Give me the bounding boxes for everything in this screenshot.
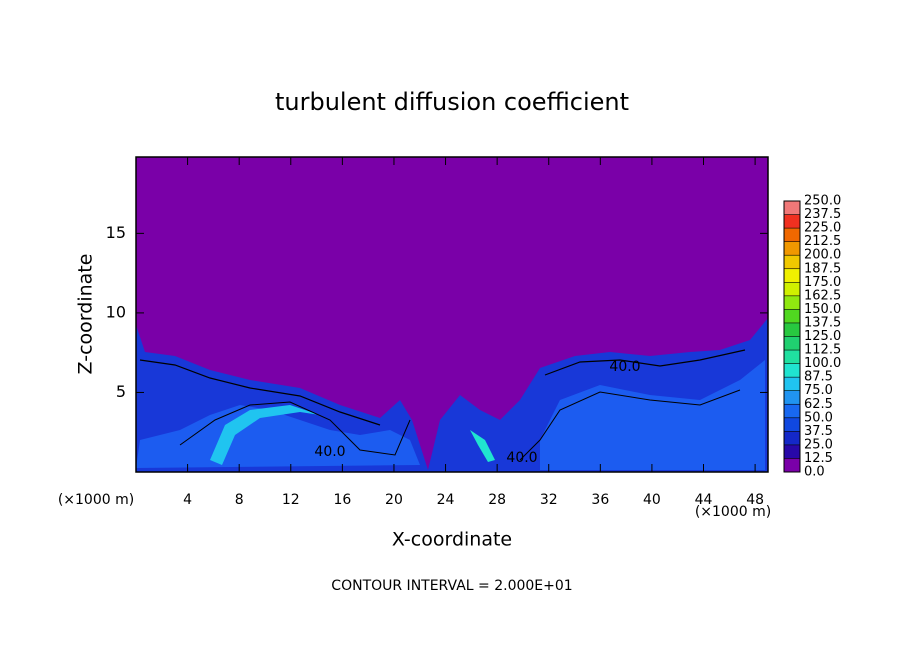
colorbar-label: 187.5 bbox=[804, 261, 841, 276]
colorbar-bin bbox=[784, 201, 800, 215]
colorbar-bin bbox=[784, 458, 800, 472]
colorbar-bin bbox=[784, 431, 800, 445]
colorbar-bin bbox=[784, 350, 800, 364]
colorbar-bin bbox=[784, 377, 800, 391]
x-tick-label: 28 bbox=[488, 492, 506, 508]
colorbar-label: 37.5 bbox=[804, 424, 833, 439]
colorbar-bin bbox=[784, 444, 800, 459]
colorbar-label: 12.5 bbox=[804, 451, 833, 466]
colorbar-label: 250.0 bbox=[804, 194, 841, 209]
x-tick-label: 32 bbox=[540, 492, 558, 508]
colorbar-label: 237.5 bbox=[804, 207, 841, 222]
colorbar-bin bbox=[784, 282, 800, 296]
colorbar-bin bbox=[784, 309, 800, 323]
colorbar-bin bbox=[784, 417, 800, 432]
x-axis-label: X-coordinate bbox=[392, 529, 512, 551]
colorbar-bin bbox=[784, 295, 800, 310]
field bbox=[136, 157, 768, 472]
x-tick-label: 4 bbox=[183, 492, 192, 508]
colorbar-label: 112.5 bbox=[804, 343, 841, 358]
y-axis-label: Z-coordinate bbox=[75, 254, 97, 375]
x-tick-label: 40 bbox=[643, 492, 661, 508]
colorbar-label: 0.0 bbox=[804, 465, 825, 480]
x-tick-label: 44 bbox=[695, 492, 713, 508]
colorbar-label: 75.0 bbox=[804, 383, 833, 398]
y-tick-label: 10 bbox=[106, 302, 126, 321]
x-tick-label: 20 bbox=[385, 492, 403, 508]
colorbar-bin bbox=[784, 268, 800, 283]
field-region bbox=[136, 405, 420, 468]
x-tick-label: 36 bbox=[591, 492, 609, 508]
colorbar-label: 200.0 bbox=[804, 248, 841, 263]
x-tick-label: 8 bbox=[235, 492, 244, 508]
colorbar-bin bbox=[784, 336, 800, 351]
y-tick-label: 5 bbox=[116, 382, 126, 401]
x-unit-label: (×1000 m) bbox=[58, 492, 134, 508]
contour-line bbox=[139, 349, 746, 426]
footer-note: CONTOUR INTERVAL = 2.000E+01 bbox=[331, 578, 572, 594]
field-region bbox=[470, 430, 495, 462]
contour-label: 40.0 bbox=[314, 444, 345, 460]
colorbar-label: 225.0 bbox=[804, 221, 841, 236]
field-region bbox=[540, 360, 765, 470]
colorbar-label: 100.0 bbox=[804, 356, 841, 371]
colorbar-label: 62.5 bbox=[804, 397, 833, 412]
colorbar-bin bbox=[784, 228, 800, 242]
contour-label: 40.0 bbox=[506, 450, 537, 466]
x-unit-label: (×1000 m) bbox=[695, 504, 771, 520]
colorbar-bin bbox=[784, 404, 800, 418]
colorbar-label: 150.0 bbox=[804, 302, 841, 317]
y-tick-label: 15 bbox=[106, 223, 126, 242]
plot-frame bbox=[135, 156, 769, 473]
colorbar-bin bbox=[784, 214, 800, 229]
colorbar-label: 87.5 bbox=[804, 370, 833, 385]
x-tick-label: 24 bbox=[437, 492, 455, 508]
colorbar-label: 175.0 bbox=[804, 275, 841, 290]
colorbar-label: 162.5 bbox=[804, 288, 841, 303]
x-tick-label: 48 bbox=[746, 492, 764, 508]
field-region bbox=[210, 405, 320, 465]
colorbar-label: 125.0 bbox=[804, 329, 841, 344]
colorbar-bin bbox=[784, 390, 800, 405]
contour-line bbox=[179, 389, 741, 461]
x-tick-label: 12 bbox=[282, 492, 300, 508]
colorbar-label: 212.5 bbox=[804, 234, 841, 249]
colorbar-bin bbox=[784, 363, 800, 378]
colorbar-bin bbox=[784, 241, 800, 256]
colorbar-label: 25.0 bbox=[804, 437, 833, 452]
colorbar-bin bbox=[784, 322, 800, 337]
colorbar-label: 137.5 bbox=[804, 315, 841, 330]
colorbar-bin bbox=[784, 255, 800, 269]
chart-title: turbulent diffusion coefficient bbox=[275, 88, 629, 116]
x-tick-label: 16 bbox=[333, 492, 351, 508]
colorbar-label: 50.0 bbox=[804, 410, 833, 425]
contour-label: 40.0 bbox=[609, 359, 640, 375]
